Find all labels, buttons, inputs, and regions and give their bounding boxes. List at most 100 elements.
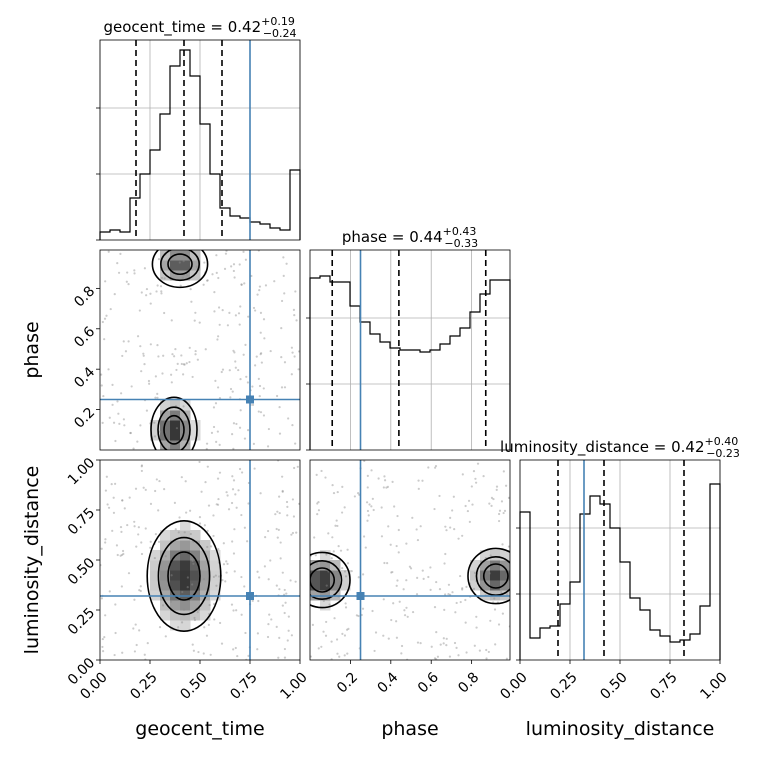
scatter-point	[262, 387, 265, 390]
scatter-point	[222, 542, 225, 545]
scatter-point	[133, 525, 136, 528]
scatter-point	[144, 488, 147, 491]
scatter-point	[156, 284, 159, 287]
scatter-point	[385, 486, 388, 489]
scatter-point	[459, 600, 462, 604]
scatter-point	[247, 502, 250, 505]
scatter-point	[240, 575, 243, 579]
scatter-point	[229, 396, 232, 399]
y-tick-label: 0.25	[65, 605, 98, 638]
scatter-point	[269, 559, 272, 562]
scatter-point	[290, 533, 293, 536]
density-cell	[160, 550, 171, 561]
scatter-point	[448, 655, 452, 658]
scatter-point	[361, 607, 365, 610]
scatter-point	[170, 381, 173, 384]
scatter-point	[232, 422, 236, 425]
scatter-point	[403, 609, 406, 612]
density-cell	[170, 570, 181, 581]
scatter-point	[503, 509, 507, 512]
scatter-point	[464, 598, 467, 602]
scatter-point	[298, 502, 300, 505]
scatter-point	[237, 312, 241, 315]
scatter-point	[487, 650, 490, 654]
joint-panel-geocent_time-luminosity_distance	[99, 459, 301, 661]
density-cell	[190, 560, 201, 571]
scatter-point	[328, 603, 331, 606]
scatter-point	[452, 495, 455, 498]
scatter-point	[259, 311, 263, 314]
scatter-point	[492, 497, 495, 501]
scatter-point	[258, 285, 262, 288]
scatter-point	[256, 570, 259, 573]
scatter-point	[210, 545, 213, 548]
scatter-point	[325, 620, 328, 624]
scatter-point	[377, 477, 380, 480]
scatter-point	[367, 514, 370, 517]
density-cell	[160, 600, 171, 611]
density-cell	[190, 420, 201, 431]
scatter-point	[506, 593, 509, 596]
density-cell	[470, 560, 481, 571]
density-cell	[190, 260, 201, 271]
scatter-point	[181, 590, 184, 594]
scatter-point	[137, 533, 140, 536]
scatter-point	[149, 302, 152, 305]
scatter-point	[488, 502, 491, 505]
scatter-point	[163, 311, 166, 315]
scatter-point	[317, 647, 320, 650]
scatter-point	[121, 499, 124, 502]
scatter-point	[104, 280, 107, 283]
scatter-point	[243, 526, 246, 529]
density-cell	[180, 600, 191, 611]
density-cell	[170, 400, 181, 411]
histogram-phase	[309, 275, 511, 450]
density-cell	[160, 540, 171, 551]
scatter-point	[435, 658, 438, 660]
scatter-point	[185, 511, 188, 514]
y-tick-label: 0.50	[65, 555, 98, 588]
scatter-point	[116, 553, 119, 557]
scatter-point	[225, 571, 228, 574]
scatter-point	[115, 544, 119, 547]
scatter-point	[240, 283, 243, 286]
scatter-point	[316, 502, 319, 505]
scatter-point	[389, 543, 392, 546]
scatter-point	[216, 386, 220, 389]
scatter-point	[105, 314, 108, 317]
scatter-point	[417, 487, 420, 490]
scatter-point	[327, 532, 330, 535]
scatter-point	[444, 525, 447, 528]
density-cell	[190, 270, 201, 281]
scatter-point	[295, 319, 298, 322]
density-cell	[160, 250, 171, 261]
scatter-point	[339, 549, 343, 552]
scatter-point	[267, 623, 270, 626]
scatter-point	[213, 291, 216, 294]
scatter-point	[107, 506, 111, 509]
scatter-point	[118, 422, 121, 425]
scatter-point	[409, 567, 413, 570]
scatter-point	[419, 642, 422, 645]
scatter-point	[193, 616, 196, 620]
scatter-point	[111, 529, 114, 532]
scatter-point	[434, 464, 438, 468]
scatter-point	[416, 538, 420, 542]
scatter-point	[233, 276, 236, 279]
scatter-point	[293, 466, 296, 470]
x-tick-label: 0.50	[597, 669, 630, 702]
joint-panel-phase-luminosity_distance	[309, 459, 511, 661]
scatter-point	[232, 609, 235, 612]
density-cell	[210, 570, 221, 581]
scatter-point	[390, 571, 393, 574]
scatter-point	[330, 640, 333, 643]
contour-line	[157, 536, 211, 616]
scatter-point	[231, 433, 234, 436]
scatter-point	[340, 511, 344, 514]
density-cell	[500, 550, 510, 561]
scatter-point	[228, 369, 231, 372]
scatter-point	[497, 512, 501, 516]
scatter-point	[240, 613, 243, 616]
scatter-point	[161, 372, 164, 375]
scatter-point	[138, 629, 141, 632]
